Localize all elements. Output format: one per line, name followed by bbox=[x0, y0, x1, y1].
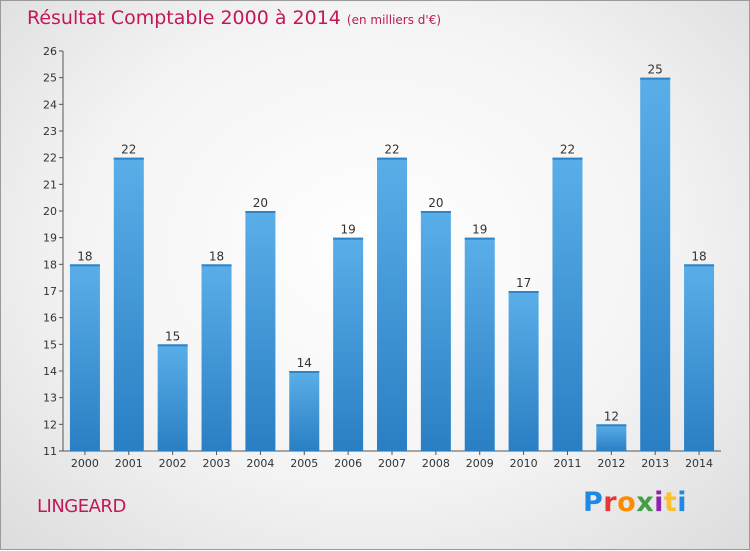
x-tick-label: 2014 bbox=[685, 457, 713, 470]
x-tick-label: 2010 bbox=[510, 457, 538, 470]
bar-top-edge bbox=[245, 211, 276, 213]
bar bbox=[69, 264, 100, 451]
bar bbox=[333, 237, 364, 451]
chart-title-unit: (en milliers d'€) bbox=[346, 13, 442, 27]
bar-top-edge bbox=[157, 344, 188, 347]
bar-value-label: 22 bbox=[121, 143, 136, 157]
y-tick-label: 19 bbox=[43, 232, 57, 245]
x-tick-label: 2004 bbox=[246, 457, 274, 470]
x-tick-label: 2007 bbox=[378, 457, 406, 470]
commune-name: LINGEARD bbox=[37, 496, 126, 517]
x-tick-label: 2012 bbox=[597, 457, 625, 470]
bar-value-label: 18 bbox=[77, 249, 92, 263]
bar-top-edge bbox=[333, 237, 364, 240]
x-tick-label: 2013 bbox=[641, 457, 669, 470]
bar-value-label: 19 bbox=[340, 223, 355, 237]
bar-value-label: 20 bbox=[428, 196, 443, 210]
x-tick-label: 2001 bbox=[115, 457, 143, 470]
brand-letter: o bbox=[617, 487, 637, 518]
bar-top-edge bbox=[596, 424, 627, 427]
bar-value-label: 18 bbox=[691, 249, 706, 263]
brand-letter: i bbox=[677, 487, 688, 518]
bar-value-label: 14 bbox=[297, 356, 312, 370]
y-tick-label: 26 bbox=[43, 45, 57, 58]
bar-top-edge bbox=[640, 77, 671, 80]
bar-top-edge bbox=[464, 237, 495, 240]
x-tick-label: 2000 bbox=[71, 457, 99, 470]
bar bbox=[201, 264, 232, 451]
chart-bars: 18 22 15 18 20 14 19 22 20 19 17 22 12 25 18 bbox=[69, 63, 715, 452]
bar-top-edge bbox=[684, 264, 715, 267]
y-tick-label: 22 bbox=[43, 152, 57, 165]
y-tick-label: 12 bbox=[43, 418, 57, 431]
bar-top-edge bbox=[113, 157, 144, 160]
brand-letter: i bbox=[654, 487, 664, 518]
bar-value-label: 12 bbox=[604, 409, 619, 423]
x-tick-label: 2005 bbox=[290, 457, 318, 470]
y-tick-label: 11 bbox=[43, 445, 57, 458]
brand-letter: x bbox=[636, 487, 655, 518]
bar bbox=[640, 77, 671, 452]
bar-value-label: 15 bbox=[165, 329, 180, 343]
bar bbox=[113, 157, 144, 451]
y-tick-label: 24 bbox=[43, 98, 57, 111]
bar-top-edge bbox=[69, 264, 100, 267]
brand-letter: r bbox=[603, 487, 618, 518]
y-tick-label: 13 bbox=[43, 392, 57, 405]
y-tick-label: 14 bbox=[43, 365, 57, 378]
bar bbox=[464, 237, 495, 451]
bar bbox=[552, 157, 583, 451]
brand-letter: t bbox=[663, 487, 678, 518]
y-tick-label: 21 bbox=[43, 178, 57, 191]
x-tick-label: 2011 bbox=[553, 457, 581, 470]
bar-top-edge bbox=[420, 211, 451, 213]
y-tick-label: 20 bbox=[43, 205, 57, 218]
y-tick-label: 17 bbox=[43, 285, 57, 298]
bar-value-label: 25 bbox=[648, 63, 663, 77]
bar-value-label: 20 bbox=[253, 196, 268, 210]
bar-top-edge bbox=[289, 371, 320, 373]
x-tick-label: 2006 bbox=[334, 457, 362, 470]
bar-top-edge bbox=[201, 264, 232, 267]
bar-top-edge bbox=[552, 157, 583, 160]
x-tick-label: 2008 bbox=[422, 457, 450, 470]
y-tick-label: 23 bbox=[43, 125, 57, 138]
bar bbox=[508, 291, 539, 451]
x-tick-label: 2002 bbox=[159, 457, 187, 470]
bar bbox=[684, 264, 715, 451]
bar bbox=[596, 424, 627, 451]
x-tick-label: 2003 bbox=[203, 457, 231, 470]
y-tick-label: 16 bbox=[43, 312, 57, 325]
bar bbox=[420, 211, 451, 451]
chart-title-main: Résultat Comptable 2000 à 2014 bbox=[27, 7, 341, 29]
bar bbox=[157, 344, 188, 451]
bar-top-edge bbox=[377, 157, 407, 160]
bar-top-edge bbox=[508, 291, 539, 293]
bar bbox=[377, 157, 407, 451]
bar-value-label: 22 bbox=[384, 143, 399, 157]
y-tick-label: 15 bbox=[43, 338, 57, 351]
bar bbox=[289, 371, 320, 451]
bar bbox=[245, 211, 276, 451]
brand-letter: P bbox=[583, 487, 604, 518]
bar-value-label: 22 bbox=[560, 143, 575, 157]
y-tick-label: 18 bbox=[43, 258, 57, 271]
brand-logo: Proxiti bbox=[583, 487, 687, 518]
chart-title: Résultat Comptable 2000 à 2014 (en millie… bbox=[27, 7, 441, 29]
y-tick-label: 25 bbox=[43, 72, 57, 85]
bar-value-label: 19 bbox=[472, 223, 487, 237]
bar-value-label: 18 bbox=[209, 249, 224, 263]
x-tick-label: 2009 bbox=[466, 457, 494, 470]
bar-value-label: 17 bbox=[516, 276, 531, 290]
